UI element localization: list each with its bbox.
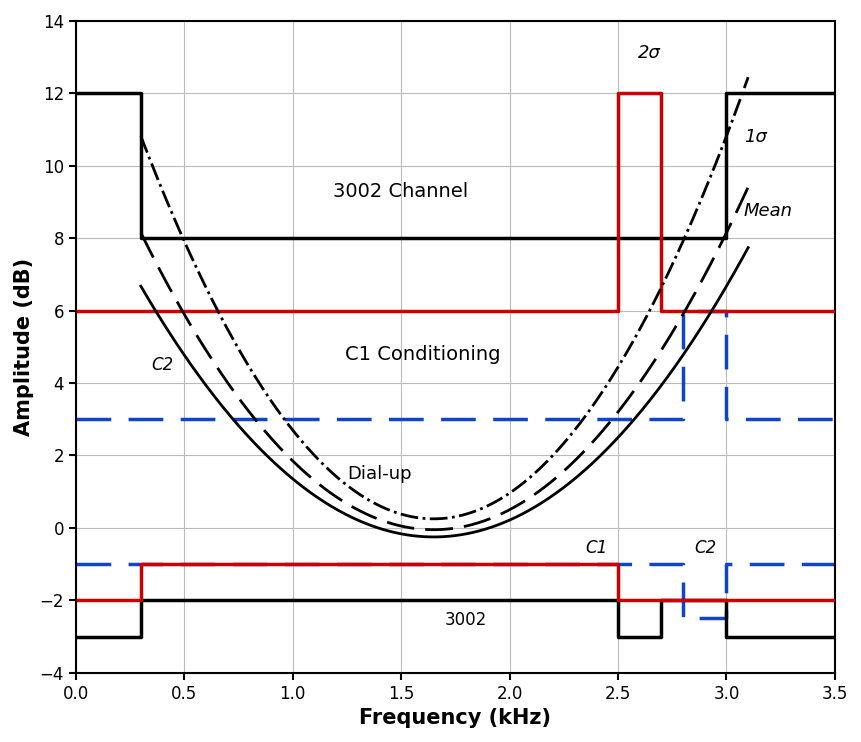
Text: C2: C2: [152, 356, 174, 374]
Text: 2σ: 2σ: [637, 45, 660, 62]
Text: Dial-up: Dial-up: [347, 464, 412, 482]
Text: C1 Conditioning: C1 Conditioning: [344, 344, 500, 364]
Text: 1σ: 1σ: [743, 128, 765, 145]
Text: 3002 Channel: 3002 Channel: [333, 182, 468, 200]
Text: C1: C1: [585, 539, 607, 556]
Y-axis label: Amplitude (dB): Amplitude (dB): [14, 257, 34, 436]
Text: 3002: 3002: [444, 611, 486, 629]
X-axis label: Frequency (kHz): Frequency (kHz): [359, 708, 551, 728]
Text: C2: C2: [693, 539, 715, 556]
Text: Mean: Mean: [743, 202, 792, 220]
